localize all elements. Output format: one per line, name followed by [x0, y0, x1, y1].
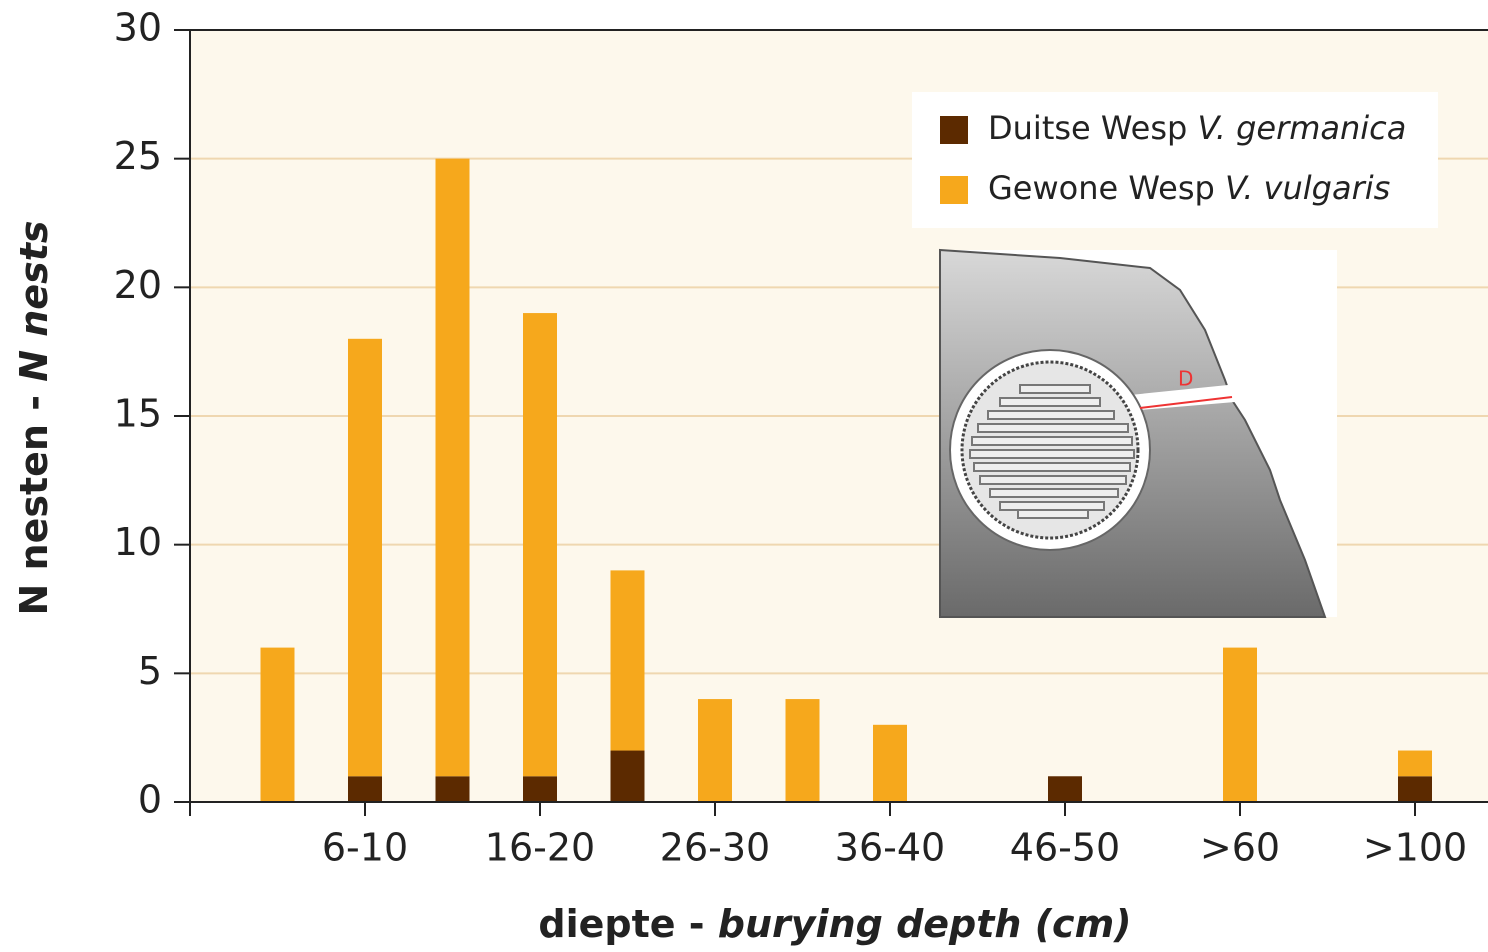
y-tick-label: 0 — [138, 778, 162, 822]
legend-species: V. germanica — [1198, 109, 1407, 147]
bar-segment — [348, 338, 382, 777]
x-tick-label: 36-40 — [835, 826, 945, 870]
combs — [969, 384, 1135, 519]
legend: Duitse Wesp V. germanica Gewone Wesp V. v… — [912, 92, 1438, 228]
y-title-italic: N nests — [12, 221, 56, 382]
bar-segment — [873, 724, 907, 802]
legend-name: Duitse Wesp — [988, 109, 1187, 147]
x-tick-label: 26-30 — [660, 826, 770, 870]
bar-segment — [698, 699, 732, 802]
y-tick-label: 15 — [114, 392, 162, 436]
bar-segment — [1398, 750, 1432, 777]
legend-swatch — [940, 116, 968, 144]
depth-arrow — [1139, 396, 1233, 409]
y-axis-title: N nesten - N nests — [12, 221, 56, 616]
bar-segment — [785, 699, 820, 802]
x-tick-label: >100 — [1363, 826, 1467, 870]
y-tick-label: 5 — [138, 649, 162, 693]
x-tick-label: >60 — [1200, 826, 1280, 870]
bar-segment — [610, 570, 645, 751]
legend-species: V. vulgaris — [1225, 169, 1390, 207]
x-tick-label: 16-20 — [485, 826, 595, 870]
bar-segment — [435, 158, 470, 777]
bar-segment — [348, 776, 382, 802]
bar-segment — [523, 313, 557, 777]
x-title-italic: burying depth (cm) — [718, 902, 1132, 946]
bar-segment — [260, 647, 295, 802]
y-tick-label: 30 — [114, 6, 162, 50]
legend-box — [912, 92, 1438, 228]
bar-segment — [1398, 776, 1432, 802]
y-tick-label: 25 — [114, 134, 162, 178]
legend-swatch — [940, 176, 968, 204]
legend-label: Duitse Wesp V. germanica — [988, 109, 1406, 147]
x-tick-label: 6-10 — [322, 826, 408, 870]
legend-label: Gewone Wesp V. vulgaris — [988, 169, 1390, 207]
bar-segment — [610, 750, 645, 802]
bar-segment — [1223, 647, 1257, 802]
y-tick-label: 20 — [114, 263, 162, 307]
x-tick-label: 46-50 — [1010, 826, 1120, 870]
legend-name: Gewone Wesp — [988, 169, 1215, 207]
inset-illustration: D — [939, 248, 1337, 618]
x-axis-title: diepte - burying depth (cm) — [538, 902, 1131, 946]
bar-segment — [435, 776, 470, 802]
tunnel — [1130, 385, 1235, 410]
depth-label: D — [1178, 367, 1193, 391]
x-title-plain: diepte - — [538, 902, 704, 946]
y-tick-label: 10 — [114, 520, 162, 564]
bar-segment — [523, 776, 557, 802]
bars — [260, 158, 1432, 802]
bar-segment — [1048, 776, 1082, 802]
y-title-plain: N nesten - — [12, 395, 56, 615]
